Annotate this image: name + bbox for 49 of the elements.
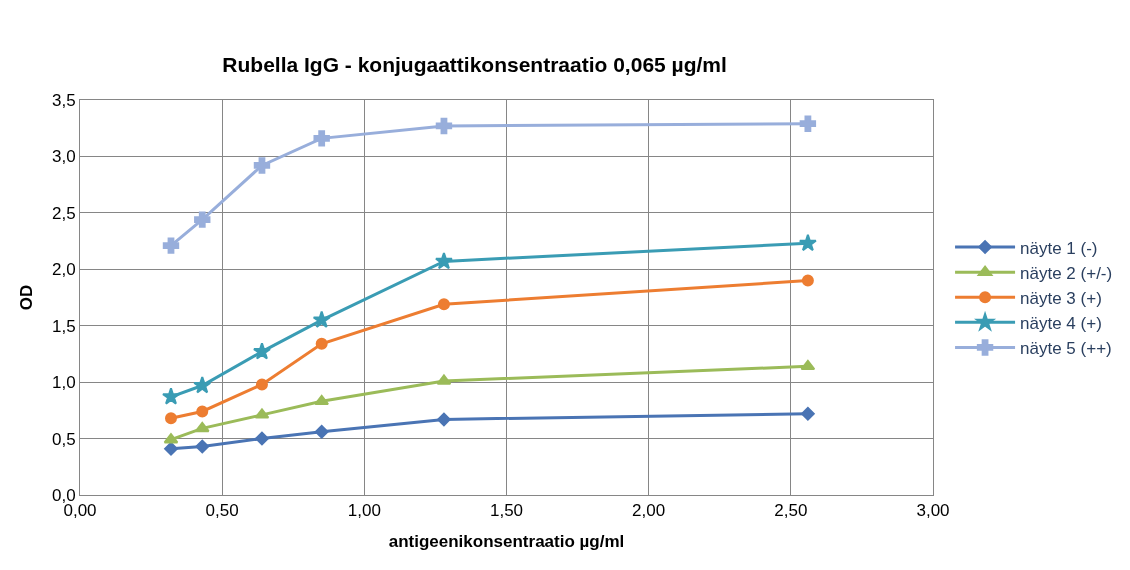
point: [437, 412, 451, 427]
point: [314, 394, 330, 406]
legend-label: näyte 3 (+): [1020, 288, 1102, 308]
point: [315, 337, 328, 350]
x-tick-label: 2,50: [774, 501, 808, 521]
point: [798, 233, 817, 252]
x-tick-label: 2,00: [632, 501, 666, 521]
point: [314, 424, 329, 439]
point: [164, 412, 177, 425]
x-tick-label: 1,00: [347, 501, 381, 521]
point: [253, 157, 271, 174]
point: [193, 376, 212, 394]
y-tick-label: 0,0: [51, 485, 76, 505]
point: [164, 441, 178, 456]
point: [195, 439, 210, 454]
point: [162, 237, 180, 254]
x-tick-label: 0,50: [205, 501, 239, 521]
x-tick-label: 1,50: [489, 501, 524, 521]
legend-label: näyte 1 (-): [1020, 238, 1098, 258]
legend-label: näyte 2 (+/-): [1020, 263, 1113, 283]
point: [800, 359, 816, 371]
point: [799, 115, 817, 132]
point: [255, 431, 269, 446]
point: [435, 117, 453, 135]
y-tick-label: 3,5: [51, 90, 76, 110]
y-tick-label: 1,0: [51, 373, 76, 393]
x-tick-label: 3,00: [916, 501, 950, 521]
legend-label: näyte 5 (++): [1020, 339, 1112, 359]
point: [312, 310, 331, 328]
point: [194, 211, 211, 228]
point: [801, 274, 814, 287]
y-tick-label: 1,5: [51, 316, 76, 336]
y-tick-label: 0,5: [51, 429, 76, 449]
point: [255, 378, 268, 391]
chart-title: Rubella IgG - konjugaattikonsentraatio 0,065 µg/ml: [222, 52, 727, 76]
y-axis-title: OD: [16, 284, 36, 311]
point: [194, 421, 210, 433]
legend-label: näyte 4 (+): [1020, 313, 1102, 333]
point: [162, 387, 180, 405]
point: [434, 251, 453, 270]
x-axis-title: antigeenikonsentraatio µg/ml: [388, 531, 625, 551]
point: [313, 130, 330, 147]
y-tick-label: 2,0: [51, 260, 76, 280]
y-tick-label: 2,5: [51, 203, 76, 223]
point: [801, 406, 815, 421]
point: [252, 342, 271, 360]
point: [437, 298, 450, 311]
y-tick-label: 3,0: [51, 147, 76, 167]
point: [196, 405, 209, 418]
